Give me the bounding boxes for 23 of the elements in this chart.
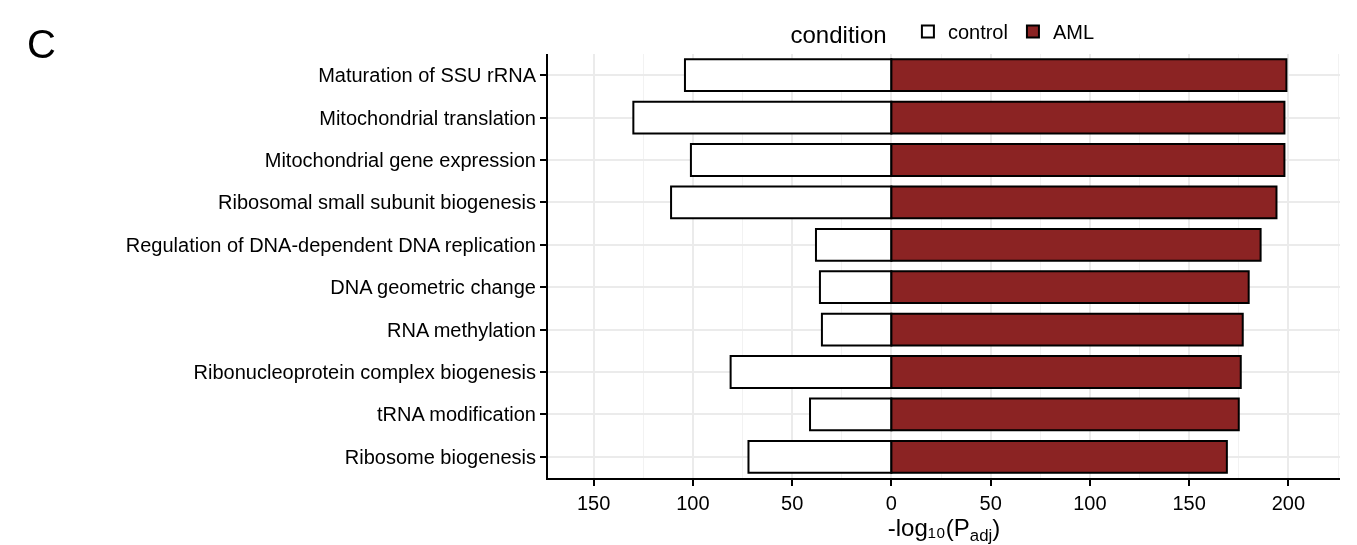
legend-title: condition xyxy=(790,21,900,49)
y-tick-label: Mitochondrial gene expression xyxy=(264,149,536,171)
y-tick-label: Ribosome biogenesis xyxy=(344,445,536,468)
y-tick-label: Regulation of DNA-dependent DNA replication xyxy=(125,233,536,256)
x-tick-label: 50 xyxy=(781,492,804,514)
x-tick-label: 150 xyxy=(1172,492,1206,514)
y-tick-label: Mitochondrial translation xyxy=(319,106,536,129)
y-tick-label: Maturation of SSU rRNA xyxy=(318,64,537,87)
x-tick-label: 100 xyxy=(1073,492,1107,514)
x-tick-label: 50 xyxy=(979,492,1002,514)
x-tick-label: 200 xyxy=(1271,492,1306,514)
y-tick-label: Ribonucleoprotein complex biogenesis xyxy=(193,361,536,383)
x-tick-label: 100 xyxy=(676,492,710,514)
legend-label: AML xyxy=(1052,21,1095,44)
x-tick-label: 0 xyxy=(885,492,897,514)
y-tick-label: DNA geometric change xyxy=(330,276,536,299)
x-axis-title: -log₁₀(P$_{adj}$) xyxy=(887,513,1001,545)
legend-label: control xyxy=(947,21,1008,44)
text: C xyxy=(27,22,56,66)
y-tick-label: Ribosomal small subunit biogenesis xyxy=(218,191,536,214)
y-tick-label: tRNA modification xyxy=(377,403,536,426)
y-tick-label: RNA methylation xyxy=(387,318,536,341)
x-tick-label: 150 xyxy=(576,492,611,514)
